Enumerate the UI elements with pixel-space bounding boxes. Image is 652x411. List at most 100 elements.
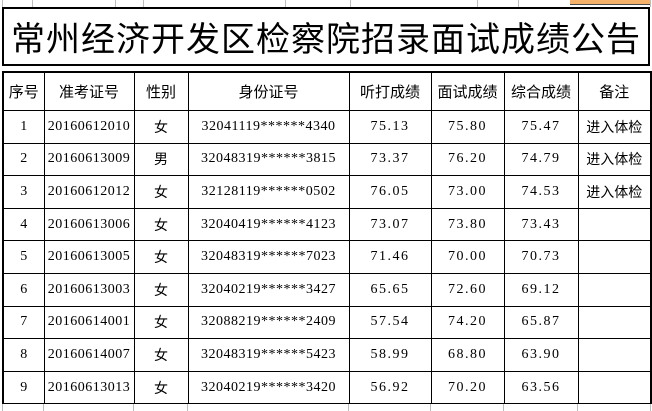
table-header-row: 序号 准考证号 性别 身份证号 听打成绩 面试成绩 综合成绩 备注 [2, 71, 652, 111]
table-cell: 74.53 [503, 175, 579, 209]
results-table: 序号 准考证号 性别 身份证号 听打成绩 面试成绩 综合成绩 备注 1 20160612010 女… [2, 71, 652, 406]
table-cell: 68.80 [430, 338, 505, 372]
table-cell: 女 [133, 175, 189, 209]
table-cell: 70.73 [503, 240, 579, 274]
column-header: 准考证号 [43, 71, 135, 111]
column-header: 备注 [577, 71, 652, 111]
excel-gridline [2, 404, 3, 411]
table-cell: 56.92 [348, 370, 432, 405]
table-body: 1 20160612010 女 32041119******4340 75.13 75.8… [2, 110, 652, 405]
table-row: 6 20160613003 女 32040219******3427 65.65 72.6… [2, 272, 652, 307]
excel-gridline [143, 0, 144, 7]
table-cell: 20160612010 [43, 110, 135, 144]
excel-gridline [650, 404, 651, 411]
excel-gridline [32, 0, 33, 7]
table-cell: 女 [133, 110, 189, 144]
table-cell: 6 [2, 272, 45, 307]
table-row: 5 20160613005 女 32048319******7023 71.46 70.0… [2, 240, 652, 274]
excel-gridline [350, 0, 351, 7]
table-cell: 进入体检 [577, 175, 652, 209]
table-row: 7 20160614001 女 32088219******2409 57.54 74.2… [2, 305, 652, 340]
excel-gridline [187, 404, 188, 411]
table-cell: 75.13 [348, 110, 432, 144]
table-cell: 69.12 [503, 272, 579, 307]
table-cell [577, 370, 652, 405]
header-row: 序号 准考证号 性别 身份证号 听打成绩 面试成绩 综合成绩 备注 [2, 71, 652, 111]
table-cell: 2 [2, 142, 45, 177]
partial-row-above [0, 0, 652, 8]
table-cell: 32128119******0502 [187, 175, 350, 209]
table-cell: 74.20 [430, 305, 505, 340]
table-cell: 75.80 [430, 110, 505, 144]
column-header: 面试成绩 [430, 71, 505, 111]
table-cell: 32040419******4123 [187, 207, 350, 242]
table-cell: 4 [2, 207, 45, 242]
table-cell: 32040219******3427 [187, 272, 350, 307]
table-cell: 20160613013 [43, 370, 135, 405]
table-cell: 20160614007 [43, 338, 135, 372]
table-cell: 57.54 [348, 305, 432, 340]
table-cell: 32088219******2409 [187, 305, 350, 340]
table-cell: 70.20 [430, 370, 505, 405]
table-cell: 20160614001 [43, 305, 135, 340]
table-cell: 65.87 [503, 305, 579, 340]
excel-gridline [650, 0, 651, 7]
column-header: 性别 [133, 71, 189, 111]
table-cell: 进入体检 [577, 110, 652, 144]
table-cell [577, 207, 652, 242]
table-cell: 7 [2, 305, 45, 340]
table-cell: 20160613006 [43, 207, 135, 242]
column-header: 身份证号 [187, 71, 350, 111]
table-cell: 20160613003 [43, 272, 135, 307]
table-cell [577, 240, 652, 274]
excel-gridline [477, 0, 478, 7]
table-cell: 73.37 [348, 142, 432, 177]
table-cell: 63.56 [503, 370, 579, 405]
table-cell: 女 [133, 370, 189, 405]
page-title: 常州经济开发区检察院招录面试成绩公告 [11, 22, 641, 59]
table-cell: 32048319******7023 [187, 240, 350, 274]
table-cell: 8 [2, 338, 45, 372]
table-cell: 女 [133, 272, 189, 307]
column-header: 综合成绩 [503, 71, 579, 111]
table-cell: 男 [133, 142, 189, 177]
table-cell: 74.79 [503, 142, 579, 177]
table-cell: 73.43 [503, 207, 579, 242]
table-cell: 女 [133, 207, 189, 242]
column-header: 序号 [2, 71, 45, 111]
partial-row-below [0, 404, 652, 411]
table-cell: 20160613005 [43, 240, 135, 274]
excel-gridline [115, 0, 116, 7]
excel-gridline [133, 404, 134, 411]
table-cell: 女 [133, 240, 189, 274]
table-cell: 76.20 [430, 142, 505, 177]
table-cell: 58.99 [348, 338, 432, 372]
table-cell [577, 305, 652, 340]
announcement-title-cell: 常州经济开发区检察院招录面试成绩公告 [2, 7, 650, 66]
table-cell: 73.00 [430, 175, 505, 209]
excel-gridline [285, 0, 286, 7]
table-cell: 73.80 [430, 207, 505, 242]
table-cell [577, 272, 652, 307]
table-cell: 75.47 [503, 110, 579, 144]
table-row: 2 20160613009 男 32048319******3815 73.37 76.2… [2, 142, 652, 177]
table-cell: 进入体检 [577, 142, 652, 177]
table-cell: 女 [133, 338, 189, 372]
table-cell: 32040219******3420 [187, 370, 350, 405]
table-row: 8 20160614007 女 32048319******5423 58.99 68.8… [2, 338, 652, 372]
table-cell: 32048319******3815 [187, 142, 350, 177]
table-cell: 73.07 [348, 207, 432, 242]
table-cell: 71.46 [348, 240, 432, 274]
excel-gridline [43, 404, 44, 411]
table-row: 3 20160612012 女 32128119******0502 76.05 73.0… [2, 175, 652, 209]
excel-gridline [430, 404, 431, 411]
table-cell: 72.60 [430, 272, 505, 307]
excel-gridline [518, 0, 519, 7]
table-row: 1 20160612010 女 32041119******4340 75.13 75.8… [2, 110, 652, 144]
table-cell [577, 338, 652, 372]
highlighted-cell [570, 0, 650, 5]
excel-gridline [577, 404, 578, 411]
table-cell: 70.00 [430, 240, 505, 274]
column-header: 听打成绩 [348, 71, 432, 111]
table-cell: 32048319******5423 [187, 338, 350, 372]
